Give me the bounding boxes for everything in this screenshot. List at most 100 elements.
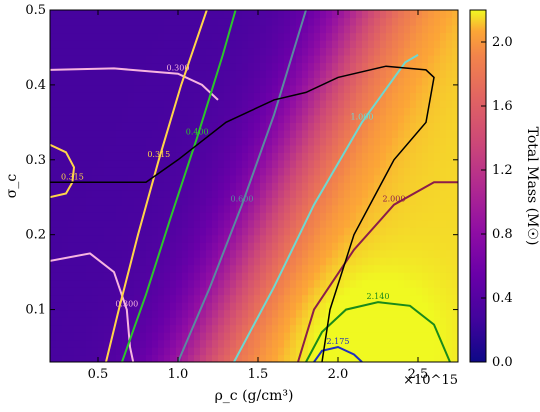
heat-cell: [182, 152, 189, 161]
heat-cell: [302, 77, 309, 86]
heat-cell: [392, 249, 399, 258]
heat-cell: [416, 84, 423, 93]
heat-cell: [290, 227, 297, 236]
heat-cell: [50, 302, 57, 311]
heat-cell: [74, 279, 81, 288]
heat-cell: [386, 182, 393, 191]
heat-cell: [374, 309, 381, 318]
heat-cell: [206, 347, 213, 356]
heat-cell: [278, 324, 285, 333]
heat-cell: [116, 174, 123, 183]
heat-cell: [74, 152, 81, 161]
heat-cell: [398, 309, 405, 318]
heat-cell: [440, 347, 447, 356]
heat-cell: [92, 354, 99, 362]
heat-cell: [206, 242, 213, 251]
heat-cell: [374, 354, 381, 362]
heat-cell: [338, 287, 345, 296]
heat-cell: [98, 167, 105, 176]
heat-cell: [368, 174, 375, 183]
heat-cell: [362, 264, 369, 273]
heat-cell: [206, 69, 213, 78]
heat-cell: [146, 99, 153, 108]
heat-cell: [314, 32, 321, 41]
heat-cell: [152, 204, 159, 213]
heat-cell: [158, 107, 165, 116]
heat-cell: [260, 242, 267, 251]
heat-cell: [80, 62, 87, 71]
heat-cell: [440, 189, 447, 198]
contour-label: 0.400: [186, 127, 209, 136]
heat-cell: [428, 144, 435, 153]
heat-cell: [80, 122, 87, 131]
heat-cell: [212, 144, 219, 153]
heat-cell: [62, 122, 69, 131]
heat-cell: [248, 152, 255, 161]
heat-cell: [290, 114, 297, 123]
heat-cell: [158, 54, 165, 64]
heat-cell: [254, 324, 261, 333]
heat-cell: [296, 122, 303, 131]
heat-cell: [338, 324, 345, 333]
heat-cell: [236, 227, 243, 236]
heat-cell: [98, 32, 105, 41]
heat-cell: [200, 24, 207, 34]
contour-line: [297, 181, 458, 362]
heat-cell: [284, 287, 291, 296]
heat-cell: [266, 137, 273, 146]
heat-cell: [134, 144, 141, 153]
heat-cell: [152, 339, 159, 348]
heat-cell: [278, 272, 285, 281]
heat-cell: [416, 294, 423, 303]
heat-cell: [182, 347, 189, 356]
heat-cell: [392, 257, 399, 266]
heat-cell: [152, 24, 159, 34]
heat-cell: [380, 309, 387, 318]
heat-cell: [104, 324, 111, 333]
heat-cell: [392, 234, 399, 243]
heat-cell: [140, 144, 147, 153]
heat-cell: [146, 107, 153, 116]
heat-cell: [236, 77, 243, 86]
heat-cell: [218, 137, 225, 146]
y-axis: 0.10.20.30.40.5: [25, 3, 458, 318]
heat-cell: [314, 264, 321, 273]
heat-cell: [194, 159, 201, 168]
heat-cell: [266, 264, 273, 273]
heat-cell: [446, 189, 453, 198]
heat-cell: [302, 287, 309, 296]
heat-cell: [170, 279, 177, 288]
heat-cell: [254, 272, 261, 281]
heat-cell: [368, 264, 375, 273]
heat-cell: [272, 62, 279, 71]
heat-cell: [242, 122, 249, 131]
heat-cell: [452, 197, 458, 206]
heat-cell: [446, 317, 453, 326]
heat-cell: [302, 152, 309, 161]
heat-cell: [374, 174, 381, 183]
heat-cell: [314, 10, 321, 19]
heat-cell: [158, 137, 165, 146]
heat-cell: [368, 287, 375, 296]
heat-cell: [134, 242, 141, 251]
heat-cell: [326, 159, 333, 168]
heat-cell: [140, 197, 147, 206]
heat-cell: [446, 264, 453, 273]
heat-cell: [134, 287, 141, 296]
heat-cell: [200, 137, 207, 146]
heat-cell: [362, 279, 369, 288]
heat-cell: [368, 309, 375, 318]
heat-cell: [362, 324, 369, 333]
heat-cell: [50, 77, 57, 86]
heat-cell: [224, 309, 231, 318]
heat-cell: [140, 279, 147, 288]
heat-cell: [422, 159, 429, 168]
heat-cell: [404, 69, 411, 78]
heat-cell: [392, 129, 399, 138]
heat-cell: [332, 347, 339, 356]
heat-cell: [374, 122, 381, 131]
heat-cell: [308, 294, 315, 303]
heat-cell: [170, 137, 177, 146]
heat-cell: [374, 24, 381, 34]
heat-cell: [446, 197, 453, 206]
